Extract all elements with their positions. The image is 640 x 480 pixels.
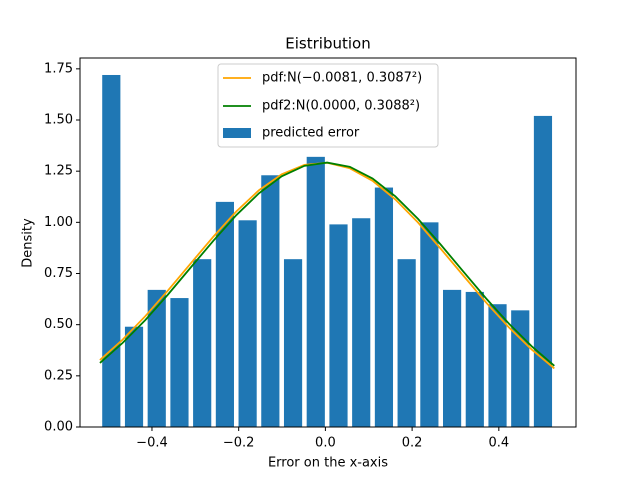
x-tick-label: 0.2 xyxy=(402,436,423,451)
bar xyxy=(283,259,303,427)
y-axis-label: Density xyxy=(21,218,36,268)
bar xyxy=(170,298,189,427)
y-tick-label: 0.75 xyxy=(44,266,73,281)
bar xyxy=(420,222,439,427)
legend-swatch xyxy=(223,128,251,138)
y-tick-label: 1.75 xyxy=(44,61,73,76)
bar xyxy=(102,74,121,427)
bar xyxy=(238,220,257,427)
legend-box xyxy=(217,63,439,148)
x-tick-label: 0.4 xyxy=(488,436,509,451)
x-tick-label: −0.2 xyxy=(223,436,255,451)
bar xyxy=(533,115,553,428)
bar xyxy=(306,156,325,427)
x-tick-label: 0.0 xyxy=(315,436,336,451)
plot-frame xyxy=(79,57,577,428)
legend-label: pdf2:N(0.0000, 0.3088²) xyxy=(262,99,420,114)
y-tick-label: 1.00 xyxy=(44,215,73,230)
bar xyxy=(442,289,462,427)
y-tick-label: 1.25 xyxy=(44,164,73,179)
bar xyxy=(329,224,348,427)
bar xyxy=(261,175,280,427)
bar xyxy=(397,259,416,427)
x-axis-label: Error on the x-axis xyxy=(268,456,388,471)
legend-label: pdf:N(−0.0081, 0.3087²) xyxy=(262,71,422,86)
bar xyxy=(488,304,507,427)
bar xyxy=(215,201,234,427)
y-tick-label: 0.50 xyxy=(44,317,73,332)
bar xyxy=(124,326,144,427)
y-tick-label: 0.25 xyxy=(44,368,73,383)
legend-label: predicted error xyxy=(262,126,360,141)
y-tick-label: 1.50 xyxy=(44,113,73,128)
x-tick-label: −0.4 xyxy=(136,436,168,451)
pdf-line xyxy=(99,161,555,367)
bar xyxy=(193,259,212,427)
bar xyxy=(352,218,371,427)
bar xyxy=(147,289,166,427)
y-tick-label: 0.00 xyxy=(44,420,73,435)
bar xyxy=(465,291,484,427)
chart-title: Eistribution xyxy=(285,35,370,53)
bar xyxy=(374,187,394,427)
